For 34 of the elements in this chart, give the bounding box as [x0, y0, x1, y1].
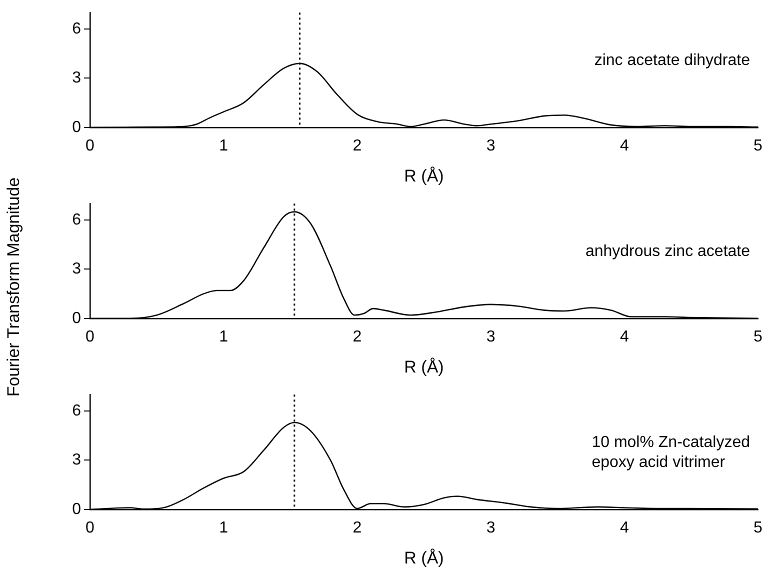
- x-tick-label: 2: [352, 137, 362, 154]
- y-tick-label: 6: [72, 20, 82, 38]
- x-tick-label: 0: [86, 328, 95, 346]
- y-tick-label: 3: [72, 260, 82, 278]
- y-tick-label: 0: [72, 118, 82, 136]
- x-tick-label: 2: [352, 519, 362, 536]
- y-axis-title: Fourier Transform Magnitude: [4, 176, 24, 396]
- annotation: anhydrous zinc acetate: [585, 243, 750, 260]
- y-tick-label: 3: [72, 452, 82, 469]
- x-tick-label: 4: [620, 519, 629, 536]
- x-tick-label: 3: [486, 137, 496, 154]
- x-axis-title: R (Å): [404, 166, 444, 186]
- annotation: 10 mol% Zn-catalyzed epoxy acid vitrimer: [592, 434, 750, 472]
- x-tick-label: 4: [620, 328, 629, 346]
- y-tick-label: 0: [72, 500, 82, 518]
- annotation: zinc acetate dihydrate: [594, 52, 750, 70]
- x-tick-label: 4: [620, 137, 629, 154]
- x-tick-label: 3: [486, 519, 496, 536]
- x-axis-title: R (Å): [404, 548, 444, 568]
- x-tick-label: 0: [86, 519, 95, 536]
- x-tick-label: 1: [219, 328, 228, 346]
- y-tick-label: 6: [72, 211, 82, 228]
- x-tick-label: 5: [754, 137, 763, 154]
- x-tick-label: 5: [754, 519, 763, 536]
- y-tick-label: 3: [72, 70, 82, 87]
- x-tick-label: 5: [754, 328, 763, 346]
- y-tick-label: 6: [72, 402, 82, 420]
- x-tick-label: 3: [486, 328, 496, 346]
- x-tick-label: 1: [219, 137, 228, 154]
- y-tick-label: 0: [72, 310, 82, 327]
- x-axis-title: R (Å): [404, 357, 444, 376]
- x-tick-label: 1: [219, 519, 228, 536]
- x-tick-label: 0: [86, 137, 95, 154]
- x-tick-label: 2: [352, 328, 362, 346]
